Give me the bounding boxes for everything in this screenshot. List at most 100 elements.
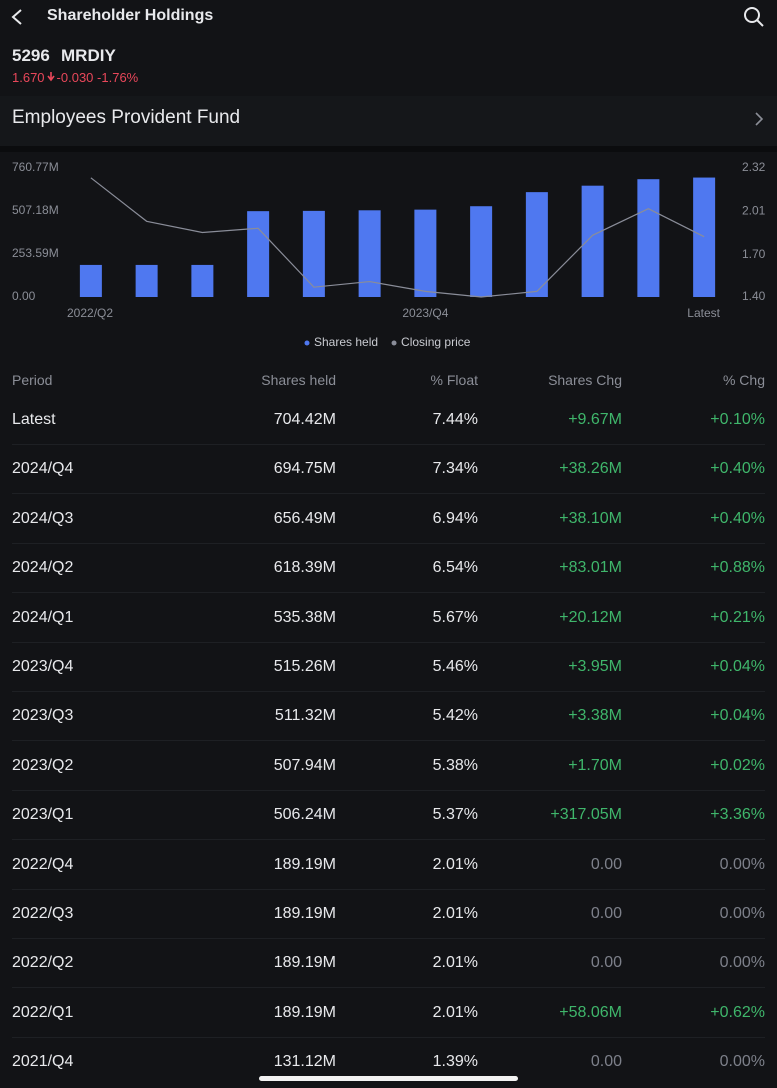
- table-cell: 2023/Q4: [12, 658, 74, 675]
- table-cell: 511.32M: [274, 707, 336, 725]
- row-divider: [12, 839, 765, 841]
- table-cell: 0.00%: [719, 1053, 765, 1071]
- table-cell: +3.95M: [568, 658, 622, 675]
- bar: [302, 210, 325, 297]
- chevron: [755, 112, 764, 126]
- row-divider: [12, 1036, 765, 1038]
- table-cell: 5.37%: [432, 806, 478, 824]
- table-cell: 0.00: [590, 1053, 622, 1071]
- y2-tick-label: 1.40: [742, 289, 766, 303]
- holder-row[interactable]: [0, 96, 777, 146]
- column-header: % Chg: [722, 372, 765, 388]
- home-indicator: [259, 1076, 518, 1081]
- table-cell: 2024/Q1: [12, 608, 74, 626]
- row-divider: [12, 641, 765, 643]
- price: 1.670: [12, 70, 45, 85]
- row-divider: [12, 691, 765, 692]
- row-divider: [12, 938, 765, 939]
- legend-label: Closing price: [401, 335, 471, 349]
- table-cell: +38.26M: [559, 460, 622, 478]
- table-cell: 535.38M: [273, 608, 336, 626]
- back-button[interactable]: [8, 6, 28, 28]
- table-cell: +1.70M: [568, 756, 622, 774]
- x-tick-label: 2023/Q4: [402, 306, 448, 320]
- table-cell: +0.10%: [710, 411, 765, 428]
- row-divider: [12, 888, 765, 890]
- table-cell: 2.01%: [432, 954, 478, 972]
- table-cell: 515.26M: [273, 658, 336, 675]
- table-cell: 5.42%: [432, 707, 478, 725]
- change: -0.030: [56, 70, 94, 85]
- table-cell: 2022/Q1: [12, 1003, 74, 1021]
- table-cell: Latest: [12, 411, 56, 428]
- bar: [693, 177, 716, 297]
- y-tick-label: 507.18M: [12, 203, 59, 217]
- down-arrow: [46, 72, 55, 82]
- table-cell: 2024/Q3: [12, 509, 74, 527]
- bar: [79, 264, 102, 297]
- y-tick-label: 0.00: [12, 289, 36, 303]
- table-cell: 2022/Q2: [12, 954, 74, 972]
- table-cell: +58.06M: [559, 1003, 622, 1021]
- bar: [581, 185, 604, 297]
- table-cell: 0.00%: [719, 954, 765, 972]
- table-cell: +0.88%: [710, 559, 765, 577]
- table: Period Shares held % Float Shares Chg % Chg L…: [0, 357, 777, 1088]
- stock-code: 5296: [12, 46, 50, 65]
- stock-name: MRDIY: [61, 46, 116, 65]
- table-cell: 618.39M: [273, 559, 336, 577]
- table-cell: 189.19M: [273, 905, 336, 922]
- column-header: Shares held: [261, 372, 336, 388]
- column-header: Shares Chg: [548, 372, 622, 388]
- table-cell: 189.19M: [273, 1003, 336, 1021]
- table-cell: 131.12M: [273, 1053, 336, 1071]
- search-button[interactable]: [742, 5, 766, 29]
- table-cell: 189.19M: [273, 954, 336, 972]
- price-line: [90, 177, 705, 298]
- table-cell: +0.62%: [710, 1003, 765, 1021]
- bar: [525, 192, 548, 297]
- table-cell: 5.38%: [432, 756, 478, 774]
- table-cell: 0.00: [590, 905, 622, 922]
- table-cell: 2023/Q1: [12, 806, 74, 824]
- row-divider: [12, 592, 765, 594]
- chart: 0.00 253.59M 507.18M 760.77M 1.40 1.70 2.01 2.3…: [12, 160, 766, 349]
- row-divider: [12, 444, 765, 445]
- table-cell: +3.36%: [710, 806, 765, 824]
- table-cell: +0.21%: [710, 608, 765, 626]
- table-cell: 0.00: [590, 954, 622, 972]
- table-cell: 2.01%: [432, 905, 478, 922]
- legend-dot: [304, 340, 310, 346]
- table-cell: 694.75M: [273, 460, 336, 478]
- table-cell: +0.40%: [710, 460, 765, 478]
- column-header: Period: [12, 372, 53, 388]
- table-cell: +9.67M: [568, 411, 622, 428]
- divider: [0, 146, 777, 152]
- bar: [135, 264, 158, 297]
- table-cell: 2024/Q2: [12, 559, 74, 577]
- row-divider: [12, 789, 765, 791]
- row-divider: [12, 493, 765, 495]
- bar: [358, 210, 381, 297]
- table-cell: 2024/Q4: [12, 460, 74, 478]
- table-cell: 0.00%: [719, 855, 765, 873]
- y-tick-label: 760.77M: [12, 160, 59, 174]
- table-cell: 2.01%: [432, 855, 478, 873]
- table-cell: 2023/Q3: [12, 707, 74, 725]
- row-divider: [12, 542, 765, 544]
- table-cell: 704.42M: [273, 411, 336, 428]
- bar: [191, 264, 214, 297]
- page-title: Shareholder Holdings: [47, 7, 214, 24]
- table-cell: 2.01%: [432, 1003, 478, 1021]
- table-cell: 5.67%: [432, 608, 478, 626]
- table-cell: +0.40%: [710, 509, 765, 527]
- y2-tick-label: 2.32: [742, 160, 766, 174]
- legend-dot: [391, 340, 397, 346]
- table-cell: 2022/Q3: [12, 905, 74, 922]
- table-cell: 189.19M: [273, 855, 336, 873]
- row-divider: [12, 987, 765, 989]
- table-cell: +3.38M: [568, 707, 622, 725]
- table-cell: +317.05M: [550, 806, 622, 824]
- bar: [247, 211, 270, 297]
